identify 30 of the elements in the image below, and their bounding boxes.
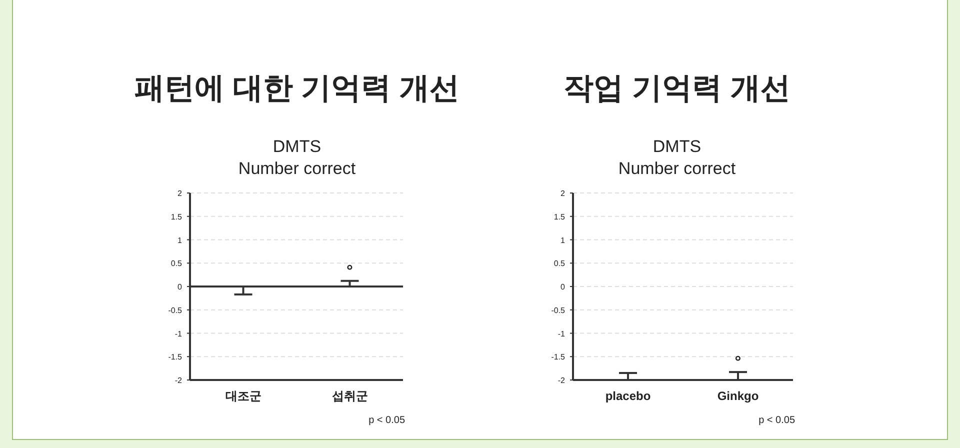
y-tick-label: -1.5 [168, 352, 183, 362]
x-tick-label: 섭취군 [332, 389, 368, 403]
y-tick-label: -1.5 [551, 352, 566, 362]
annotation: ° [734, 354, 742, 372]
y-tick-label: 2 [178, 189, 183, 198]
text: p < 0.05 [368, 415, 406, 426]
y-tick-label: -0.5 [168, 306, 183, 315]
y-tick-label: 1 [178, 236, 183, 245]
y-tick-label: 0.5 [554, 259, 566, 268]
y-tick-label: -1 [558, 329, 566, 338]
y-tick-label: 2 [560, 189, 566, 198]
y-tick-label: -0.5 [551, 306, 566, 315]
x-tick-label: 대조군 [225, 389, 262, 403]
y-tick-label: 0 [178, 282, 183, 292]
annotation: ° [346, 262, 353, 280]
chart-subtitle: DMTS Number correct [238, 137, 356, 178]
x-tick-label: placebo [605, 389, 651, 403]
y-tick-label: -2 [174, 376, 183, 385]
chart-title: 작업 기억력 개선 [564, 72, 790, 105]
y-tick-label: 1.5 [170, 212, 183, 222]
y-tick-label: -1 [174, 329, 183, 338]
text: p < 0.05 [758, 415, 796, 426]
y-tick-label: 1 [560, 236, 566, 245]
chart-subtitle: DMTS Number correct [618, 137, 736, 178]
y-tick-label: -2 [558, 376, 566, 385]
y-tick-label: 0.5 [170, 259, 183, 268]
chart-title: 패턴에 대한 기억력 개선 [134, 72, 460, 105]
y-tick-label: 1.5 [554, 212, 566, 222]
y-tick-label: 0 [560, 282, 566, 292]
x-tick-label: Ginkgo [717, 389, 759, 403]
